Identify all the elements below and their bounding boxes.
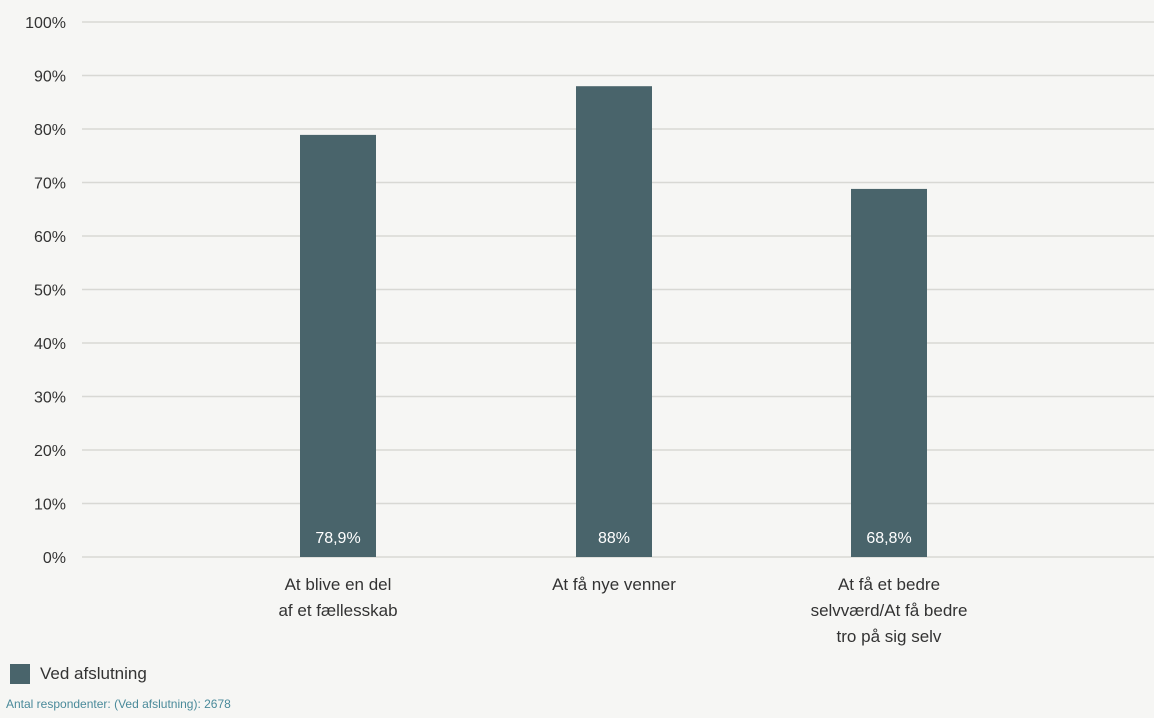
y-tick-label: 80% xyxy=(34,122,66,139)
x-axis-ticks: At blive en del af et fællesskab At få nye… xyxy=(278,575,967,646)
y-tick-label: 30% xyxy=(34,390,66,407)
bar xyxy=(576,86,652,557)
bar xyxy=(851,188,927,558)
legend: Ved afslutning xyxy=(10,664,147,684)
x-tick-label: At få et bedre selvværd/At få bedre tro på… xyxy=(811,575,968,646)
respondents-footnote: Antal respondenter: (Ved afslutning): 26… xyxy=(6,697,231,711)
bar xyxy=(300,134,376,557)
x-tick-label: At blive en del af et fællesskab xyxy=(278,575,397,620)
data-label: 68,8% xyxy=(866,530,911,547)
legend-swatch xyxy=(10,664,30,684)
y-axis-ticks: 0% 10% 20% 30% 40% 50% 60% 70% 80% 90% 100% xyxy=(25,15,66,567)
y-tick-label: 20% xyxy=(34,443,66,460)
y-tick-label: 90% xyxy=(34,69,66,86)
y-tick-label: 60% xyxy=(34,229,66,246)
data-label: 78,9% xyxy=(315,530,360,547)
y-tick-label: 50% xyxy=(34,283,66,300)
bar-chart: 0% 10% 20% 30% 40% 50% 60% 70% 80% 90% 100% 78,9% 8… xyxy=(25,15,1154,646)
data-label: 88% xyxy=(598,530,630,547)
y-tick-label: 70% xyxy=(34,176,66,193)
y-tick-label: 40% xyxy=(34,336,66,353)
legend-label: Ved afslutning xyxy=(40,664,147,683)
x-tick-label: At få nye venner xyxy=(552,575,676,594)
y-tick-label: 10% xyxy=(34,497,66,514)
y-tick-label: 0% xyxy=(43,550,66,567)
y-tick-label: 100% xyxy=(25,15,66,32)
bars xyxy=(300,86,927,558)
data-labels: 78,9% 88% 68,8% xyxy=(315,530,911,547)
